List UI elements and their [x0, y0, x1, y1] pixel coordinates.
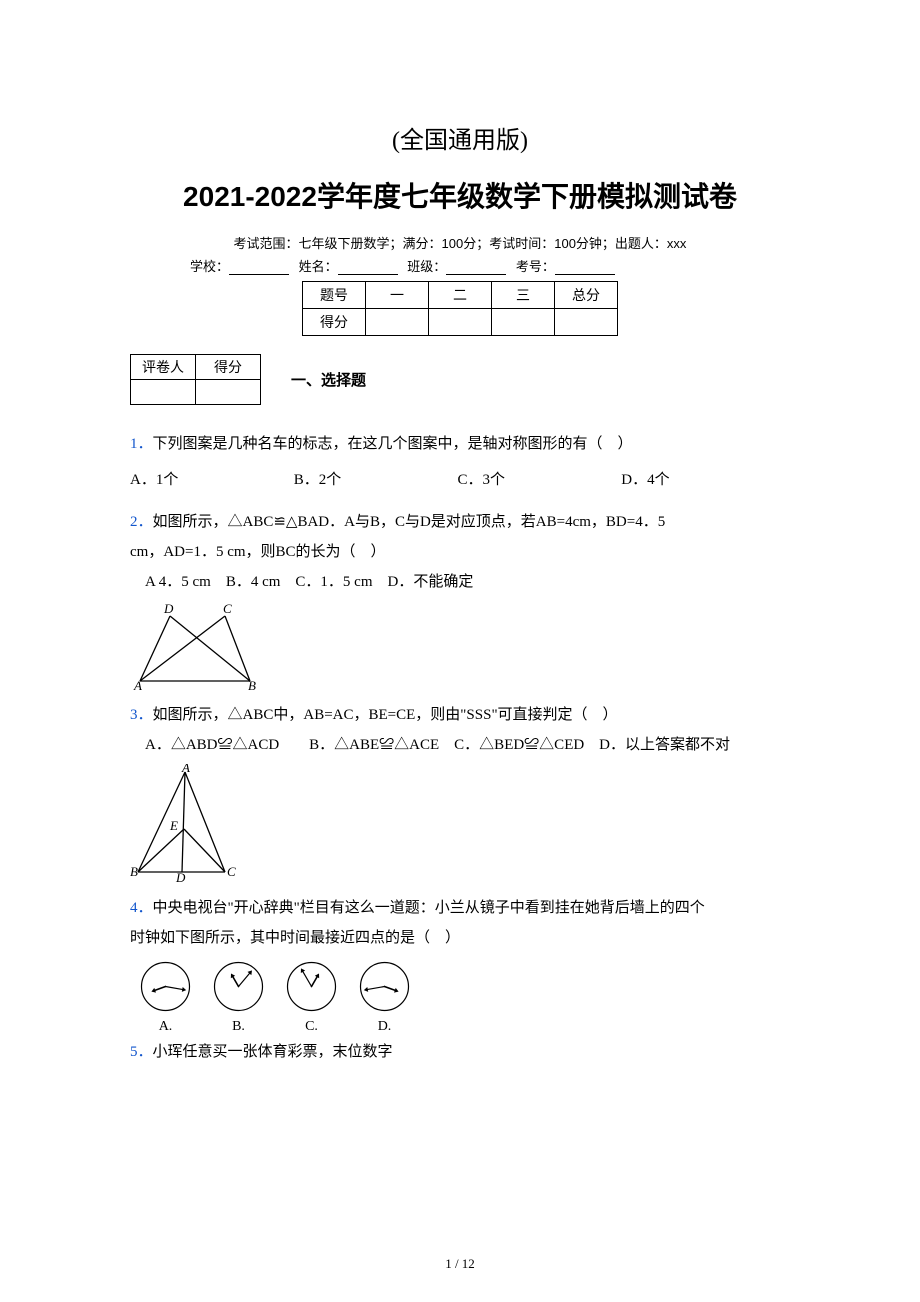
svg-text:A: A: [133, 678, 142, 691]
cell: 一: [366, 282, 429, 309]
cell: 二: [429, 282, 492, 309]
svg-text:A: A: [181, 764, 190, 775]
cell: 得分: [196, 355, 261, 380]
name-blank: [338, 260, 398, 275]
grader-table: 评卷人 得分: [130, 354, 261, 405]
cell: [196, 380, 261, 405]
cell: [492, 309, 555, 336]
svg-text:C: C: [227, 864, 236, 879]
exam-info-line: 考试范围：七年级下册数学；满分：100分；考试时间：100分钟；出题人：xxx: [130, 233, 790, 252]
clock-d-label: D.: [357, 1019, 412, 1035]
school-blank: [229, 260, 289, 275]
q4-number: 4．: [130, 900, 153, 916]
svg-text:C: C: [223, 601, 232, 616]
q1-opt-a: A．1个: [130, 465, 290, 495]
q3-number: 3．: [130, 707, 153, 723]
q2-figure: A B C D: [130, 601, 790, 696]
svg-text:D: D: [175, 870, 186, 884]
exam-title: 2021-2022学年度七年级数学下册模拟测试卷: [130, 175, 790, 215]
cell: [555, 309, 618, 336]
section-1-title: 一、选择题: [291, 369, 366, 390]
clock-d: D.: [357, 959, 412, 1035]
clock-c: C.: [284, 959, 339, 1035]
q2-number: 2．: [130, 514, 153, 530]
q1-text: 下列图案是几种名车的标志，在这几个图案中，是轴对称图形的有（ ）: [153, 436, 633, 452]
q2-text1: 如图所示，△ABC≌△BAD．A与B，C与D是对应顶点，若AB=4cm，BD=4…: [153, 514, 666, 530]
clock-a-label: A.: [138, 1019, 193, 1035]
school-label: 学校：: [190, 259, 229, 274]
edition-heading: (全国通用版): [130, 120, 790, 155]
svg-text:D: D: [163, 601, 174, 616]
q4-text2-line: 时钟如下图所示，其中时间最接近四点的是（ ）: [130, 923, 790, 953]
q4-text1: 中央电视台"开心辞典"栏目有这么一道题：小兰从镜子中看到挂在她背后墙上的四个: [153, 900, 705, 916]
svg-text:B: B: [248, 678, 256, 691]
q5-text: 小珲任意买一张体育彩票，末位数字: [153, 1044, 393, 1060]
question-4: 4．中央电视台"开心辞典"栏目有这么一道题：小兰从镜子中看到挂在她背后墙上的四个: [130, 893, 790, 923]
q2-text2: cm，AD=1．5 cm，则BC的长为（ ）: [130, 544, 386, 560]
id-label: 考号：: [516, 259, 555, 274]
svg-text:E: E: [169, 818, 178, 833]
class-label: 班级：: [407, 259, 446, 274]
cell: [131, 380, 196, 405]
cell: [366, 309, 429, 336]
q4-clock-row: A. B. C. D.: [138, 959, 790, 1035]
question-1: 1．下列图案是几种名车的标志，在这几个图案中，是轴对称图形的有（ ）: [130, 429, 790, 459]
cell: 总分: [555, 282, 618, 309]
q3-text: 如图所示，△ABC中，AB=AC，BE=CE，则由"SSS"可直接判定（ ）: [153, 707, 618, 723]
cell: 三: [492, 282, 555, 309]
cell: 评卷人: [131, 355, 196, 380]
fill-in-line: 学校： 姓名： 班级： 考号：: [130, 256, 790, 275]
svg-text:B: B: [130, 864, 138, 879]
q3-options: A．△ABD≌△ACD B．△ABE≌△ACE C．△BED≌△CED D．以上…: [130, 730, 790, 760]
question-3: 3．如图所示，△ABC中，AB=AC，BE=CE，则由"SSS"可直接判定（ ）: [130, 700, 790, 730]
q1-opt-b: B．2个: [294, 465, 454, 495]
section-header-row: 评卷人 得分 一、选择题: [130, 354, 790, 405]
q1-number: 1．: [130, 436, 153, 452]
cell: [429, 309, 492, 336]
q3-figure: A B C D E: [130, 764, 790, 889]
name-label: 姓名：: [299, 259, 338, 274]
question-5: 5．小珲任意买一张体育彩票，末位数字: [130, 1037, 790, 1067]
q5-number: 5．: [130, 1044, 153, 1060]
clock-b-label: B.: [211, 1019, 266, 1035]
table-row: 评卷人 得分: [131, 355, 261, 380]
q1-opt-c: C．3个: [458, 465, 618, 495]
clock-b: B.: [211, 959, 266, 1035]
table-row: 题号 一 二 三 总分: [303, 282, 618, 309]
cell: 题号: [303, 282, 366, 309]
score-table: 题号 一 二 三 总分 得分: [302, 281, 618, 336]
q1-options: A．1个 B．2个 C．3个 D．4个: [130, 465, 790, 495]
table-row: [131, 380, 261, 405]
question-2: 2．如图所示，△ABC≌△BAD．A与B，C与D是对应顶点，若AB=4cm，BD…: [130, 507, 790, 537]
clock-a: A.: [138, 959, 193, 1035]
class-blank: [446, 260, 506, 275]
cell: 得分: [303, 309, 366, 336]
clock-c-label: C.: [284, 1019, 339, 1035]
q2-options: A 4．5 cm B．4 cm C．1．5 cm D．不能确定: [130, 567, 790, 597]
q1-opt-d: D．4个: [621, 465, 721, 495]
id-blank: [555, 260, 615, 275]
page-number: 1 / 12: [0, 1256, 920, 1272]
table-row: 得分: [303, 309, 618, 336]
q4-text2: 时钟如下图所示，其中时间最接近四点的是（ ）: [130, 930, 460, 946]
q2-text2-line: cm，AD=1．5 cm，则BC的长为（ ）: [130, 537, 790, 567]
